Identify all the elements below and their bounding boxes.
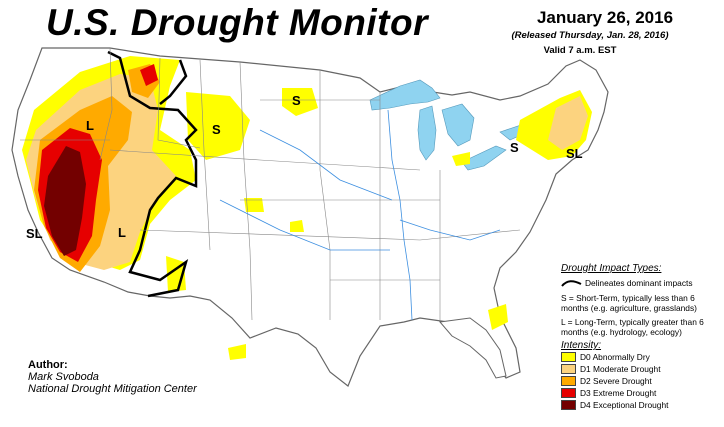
lake-michigan — [417, 105, 437, 161]
legend-d1: D1 Moderate Drought — [561, 363, 721, 375]
author-block: Author: Mark Svoboda National Drought Mi… — [28, 359, 197, 395]
boundary-line-icon — [561, 280, 582, 287]
d2-swatch — [561, 376, 576, 386]
impact-line-north — [159, 59, 188, 105]
d3-label: D3 Extreme Drought — [580, 388, 657, 398]
d0-michigan — [452, 152, 470, 166]
released-date: (Released Thursday, Jan. 28, 2016) — [511, 30, 669, 41]
legend-d4: D4 Exceptional Drought — [561, 399, 721, 411]
d0-kansas — [290, 220, 304, 232]
valid-time: Valid 7 a.m. EST — [543, 45, 617, 56]
author-org: National Drought Mitigation Center — [28, 383, 197, 395]
d0-northdakota — [282, 88, 318, 116]
short-term-text: S = Short-Term, typically less than 6 mo… — [561, 293, 697, 313]
label-northplains-short: S — [292, 93, 301, 108]
label-northwest-short: S — [212, 122, 221, 137]
d1-label: D1 Moderate Drought — [580, 364, 661, 374]
d4-label: D4 Exceptional Drought — [580, 400, 669, 410]
d0-label: D0 Abnormally Dry — [580, 352, 650, 362]
florida — [439, 317, 507, 379]
lake-erie — [461, 145, 507, 171]
legend-d3: D3 Extreme Drought — [561, 387, 721, 399]
legend-d2: D2 Severe Drought — [561, 375, 721, 387]
delineates-text: Delineates dominant impacts — [585, 278, 693, 288]
d0-swatch — [561, 352, 576, 362]
map-date: January 26, 2016 — [536, 8, 674, 27]
lake-superior — [369, 79, 441, 111]
state-boundaries — [20, 47, 521, 321]
legend: Drought Impact Types: Delineates dominan… — [561, 264, 721, 411]
label-newyork-short: S — [510, 140, 519, 155]
intensity-heading: Intensity: — [561, 340, 602, 351]
impact-heading: Drought Impact Types: — [561, 263, 662, 274]
author-heading: Author: — [28, 359, 68, 371]
label-california: SL — [26, 226, 43, 241]
d0-colorado — [244, 198, 264, 212]
d0-georgia — [488, 304, 508, 330]
d3-idaho — [140, 64, 158, 86]
legend-d0: D0 Abnormally Dry — [561, 351, 721, 363]
label-west-long: L — [86, 118, 94, 133]
d0-texas — [228, 344, 246, 360]
d1-newengland — [548, 96, 588, 150]
map-title: U.S. Drought Monitor — [46, 2, 428, 43]
lake-huron — [441, 103, 475, 147]
label-nevada-long: L — [118, 225, 126, 240]
d3-swatch — [561, 388, 576, 398]
d4-swatch — [561, 400, 576, 410]
d1-swatch — [561, 364, 576, 374]
rivers — [219, 109, 501, 321]
label-newengland: SL — [566, 146, 583, 161]
impact-line-west — [107, 50, 198, 298]
long-term-text: L = Long-Term, typically greater than 6 … — [561, 317, 704, 337]
d4-california — [44, 146, 86, 256]
legend-delineates: Delineates dominant impacts — [561, 277, 721, 289]
d2-label: D2 Severe Drought — [580, 376, 652, 386]
author-name: Mark Svoboda — [28, 371, 99, 383]
